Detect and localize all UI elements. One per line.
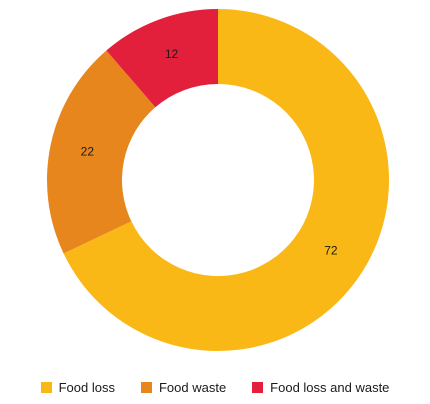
legend-item-food-loss: Food loss (40, 380, 115, 395)
slice-food-loss (63, 9, 390, 351)
legend-label-food-loss: Food loss (58, 380, 115, 395)
legend-label-food-waste: Food waste (158, 380, 227, 395)
legend-swatch-food-waste (140, 382, 152, 393)
legend-label-food-loss-and-waste: Food loss and waste (270, 380, 390, 395)
legend-swatch-food-loss (40, 382, 52, 393)
legend-swatch-food-loss-and-waste (252, 382, 264, 393)
slice-food-loss-and-waste (106, 9, 218, 108)
slice-label-food-waste: 22 (81, 145, 95, 159)
donut-plot: 72 22 12 (46, 9, 390, 351)
slice-label-food-loss: 72 (324, 243, 338, 257)
legend-item-food-waste: Food waste (140, 380, 227, 395)
legend-item-food-loss-and-waste: Food loss and waste (252, 380, 389, 395)
slice-label-food-loss-and-waste: 12 (165, 47, 179, 61)
chart-legend: Food loss Food waste Food loss and waste (0, 380, 430, 395)
slice-food-waste (46, 50, 156, 254)
